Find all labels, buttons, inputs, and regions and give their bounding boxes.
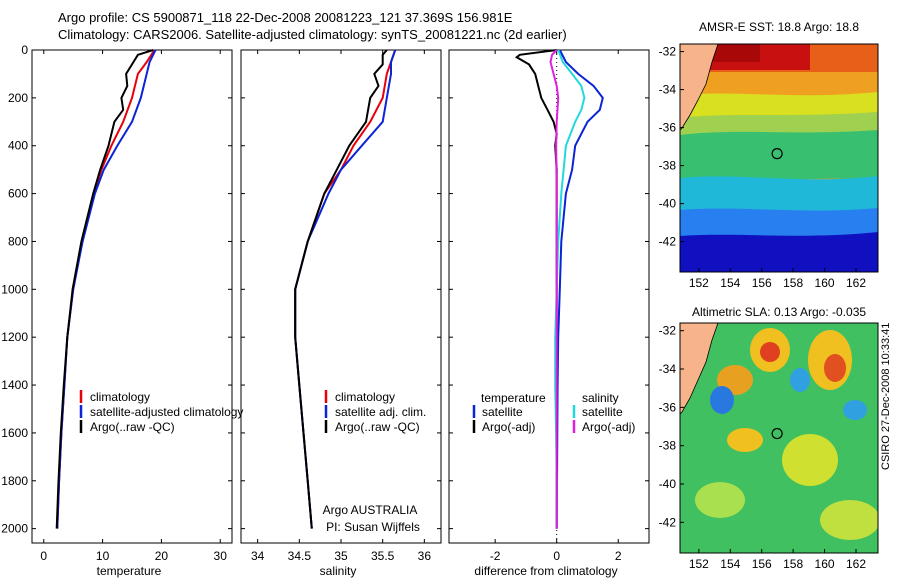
legend-label: Argo(..raw -QC) [335,420,420,434]
x-tick-label: 30 [214,549,228,563]
temperature-axes [31,49,233,544]
map-y-tick-label: -40 [659,477,677,491]
legend-label: climatology [335,390,395,404]
difference-legend: temperature satellite Argo(-adj) salinit… [472,391,635,434]
y-tick-label: 1000 [1,282,28,296]
map-y-tick-label: -42 [659,515,677,529]
legend-label: climatology [90,390,150,404]
y-tick-label: 800 [8,234,28,248]
x-tick-label: 36 [418,549,432,563]
y-tick-label: 1200 [1,330,28,344]
difference-xlabel: difference from climatology [474,564,617,578]
legend-group-title: temperature [481,391,546,405]
sla-map-field [680,323,878,553]
map-y-tick-label: -32 [659,324,677,338]
map-y-tick-label: -38 [659,159,677,173]
map-x-tick-label: 162 [846,276,866,290]
map-y-tick-label: -38 [659,439,677,453]
map-x-tick-label: 154 [720,276,740,290]
figure-title-line-1: Argo profile: CS 5900871_118 22-Dec-2008… [58,10,513,25]
legend-label: satellite [582,405,623,419]
y-tick-label: 200 [8,91,28,105]
map-x-tick-label: 156 [752,276,772,290]
y-tick-label: 0 [21,43,28,57]
legend-label: satellite adj. clim. [335,405,426,419]
series-line-salinity-argo-adj [549,49,560,529]
x-tick-label: 35 [334,549,348,563]
map-x-tick-label: 162 [846,557,866,571]
x-tick-label: 2 [615,549,622,563]
legend-label: satellite-adjusted climatology [90,405,243,419]
y-tick-label: 1400 [1,378,28,392]
y-tick-label: 1800 [1,474,28,488]
salinity-axes [240,49,442,544]
x-tick-label: -2 [490,549,501,563]
legend-label: Argo(-adj) [582,420,635,434]
series-line-argo-raw-qc [55,49,154,529]
map-y-tick-label: -32 [659,45,677,59]
salinity-legend: climatology satellite adj. clim. Argo(..… [324,390,426,434]
x-tick-label: 0 [40,549,47,563]
map-y-tick-label: -36 [659,400,677,414]
legend-group-title: salinity [582,391,619,405]
map-x-tick-label: 156 [752,557,772,571]
legend-label: Argo(-adj) [482,420,535,434]
map-y-tick-label: -42 [659,235,677,249]
map-x-tick-label: 160 [815,557,835,571]
figure-title-line-2: Climatology: CARS2006. Satellite-adjuste… [58,27,567,42]
y-tick-label: 600 [8,187,28,201]
x-tick-label: 20 [155,549,169,563]
series-line-argo-raw-qc [294,49,388,529]
x-tick-label: 34.5 [288,549,312,563]
map-y-tick-label: -40 [659,197,677,211]
difference-axes [448,49,650,544]
x-tick-label: 10 [96,549,110,563]
sst-map-title: AMSR-E SST: 18.8 Argo: 18.8 [699,20,859,34]
x-tick-label: 35.5 [371,549,395,563]
map-y-tick-label: -34 [659,362,677,376]
map-x-tick-label: 158 [783,557,803,571]
map-x-tick-label: 158 [783,276,803,290]
float-program-annotation: Argo AUSTRALIA [323,503,418,517]
map-x-tick-label: 154 [720,557,740,571]
map-y-tick-label: -34 [659,83,677,97]
temperature-legend: climatology satellite-adjusted climatolo… [79,390,243,434]
temperature-xlabel: temperature [97,564,162,578]
map-x-tick-label: 152 [689,276,709,290]
argo-float-marker [771,148,783,160]
sst-map-field [680,44,878,272]
legend-label: Argo(..raw -QC) [90,420,175,434]
sst-map-frame [679,43,879,273]
argo-float-marker [771,427,783,440]
y-tick-label: 2000 [1,522,28,536]
credit-line: CSIRO 27-Dec-2008 10:33:41 [880,322,892,470]
salinity-xlabel: salinity [320,564,357,578]
sla-map-title: Altimetric SLA: 0.13 Argo: -0.035 [692,305,866,319]
y-tick-label: 1600 [1,426,28,440]
sla-map-frame [679,322,879,554]
legend-label: satellite [482,405,523,419]
map-x-tick-label: 160 [815,276,835,290]
map-y-tick-label: -36 [659,121,677,135]
pi-annotation: PI: Susan Wijffels [326,520,420,534]
x-tick-label: 0 [553,549,560,563]
series-line-salinity-satellite [554,49,586,529]
x-tick-label: 34 [251,549,265,563]
map-x-tick-label: 152 [689,557,709,571]
y-tick-label: 400 [8,139,28,153]
